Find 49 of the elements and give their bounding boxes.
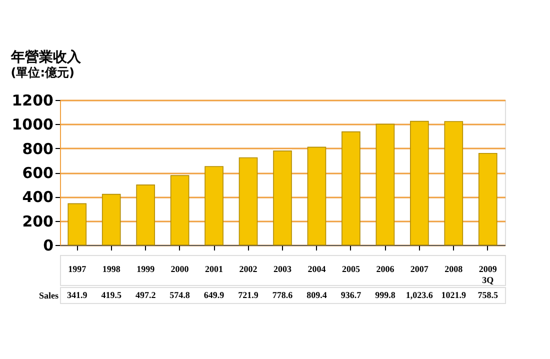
chart-subtitle: (單位:億元) (10, 66, 75, 80)
y-tick-label: 800 (22, 140, 54, 158)
data-label: 999.8 (375, 290, 396, 300)
data-label: 778.6 (272, 290, 294, 300)
data-label: 574.8 (170, 290, 190, 300)
data-label: 1021.9 (441, 290, 467, 300)
x-tick-label: 1999 (136, 264, 156, 274)
bar (68, 203, 87, 246)
chart-title: 年營業收入 (10, 50, 82, 66)
bar (238, 157, 258, 246)
bar (136, 184, 155, 246)
y-tick-label: 1200 (12, 92, 54, 110)
x-tick-label: 2001 (205, 264, 224, 274)
x-tick-label: 2003 (274, 264, 292, 274)
y-tick-label: 400 (22, 188, 54, 206)
bar (376, 124, 395, 246)
bar (444, 121, 464, 246)
x-tick-label: 1998 (102, 264, 121, 274)
x-tick-label: 1997 (68, 264, 87, 274)
x-tick-label: 2004 (308, 264, 326, 274)
data-label: 936.7 (340, 290, 362, 300)
data-label: 809.4 (306, 290, 328, 300)
data-label: 419.5 (101, 290, 122, 300)
x-tick-label: 2005 (342, 264, 360, 274)
data-label: 341.9 (66, 290, 88, 300)
data-label: 497.2 (135, 290, 156, 300)
bar (342, 131, 360, 246)
data-label: 1,023.6 (406, 290, 434, 300)
bar (102, 194, 121, 246)
x-tick-label: 2006 (376, 264, 395, 274)
x-tick-label: 2008 (444, 264, 464, 274)
y-tick-label: 200 (22, 212, 54, 230)
x-tick-label: 2000 (170, 264, 190, 274)
data-label: 721.9 (238, 290, 259, 300)
data-label: 758.5 (478, 290, 499, 300)
bar (170, 175, 190, 246)
data-label: 649.9 (204, 290, 225, 300)
bar (204, 166, 224, 246)
y-tick-label: 1000 (12, 116, 54, 134)
bar (410, 120, 429, 246)
x-tick-label: 2007 (410, 264, 429, 274)
y-tick-label: 600 (22, 164, 54, 182)
x-tick-label: 2002 (239, 264, 258, 274)
y-tick-label: 0 (43, 236, 54, 254)
bar (307, 146, 326, 246)
bar (478, 152, 498, 246)
bar (273, 150, 292, 246)
text: Sales (38, 290, 59, 300)
x-tick-label: 2009 3Q (478, 264, 498, 285)
